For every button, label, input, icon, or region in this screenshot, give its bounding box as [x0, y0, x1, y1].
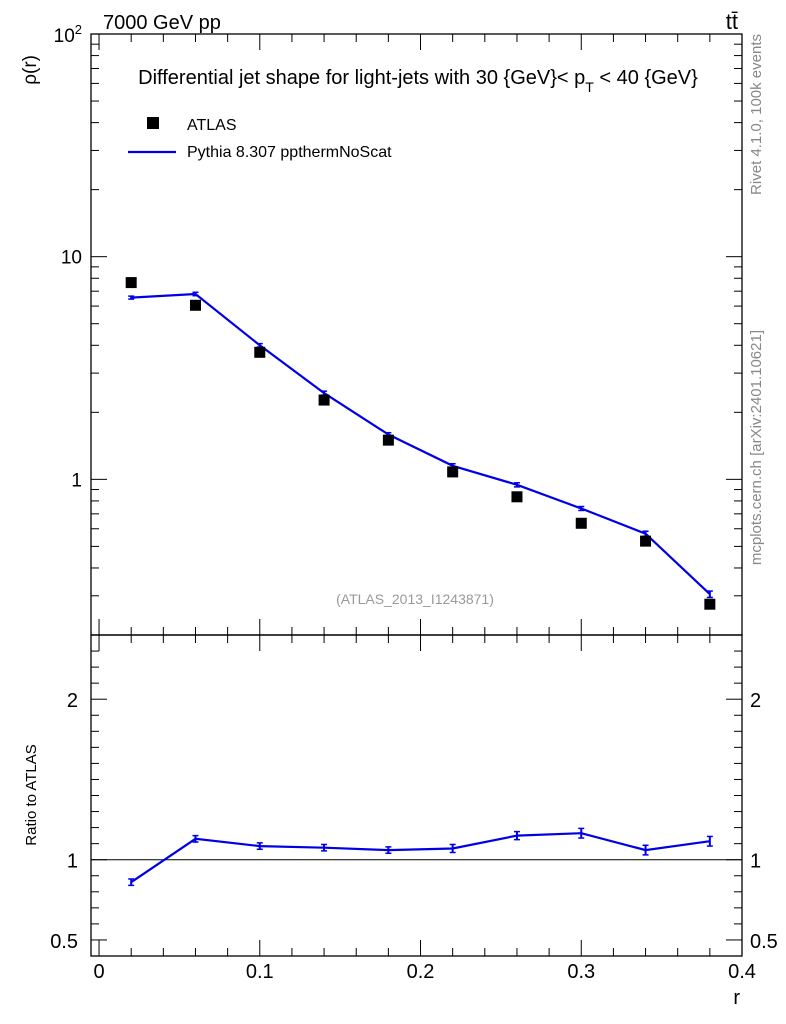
atlas-data-point: [189, 299, 201, 311]
ratio-y-tick-label-right: 2: [750, 690, 761, 712]
chart-title: Differential jet shape for light-jets wi…: [138, 67, 698, 95]
legend-pythia-label: Pythia 8.307 ppthermNoScat: [187, 144, 392, 161]
main-y-tick-label: 102: [54, 22, 82, 47]
atlas-data-point: [575, 517, 587, 529]
main-axis-ticks: 1 10 102: [54, 22, 743, 636]
atlas-data-point: [125, 277, 137, 289]
atlas-data-point: [318, 394, 330, 406]
mcplots-info-label: mcplots.cern.ch [arXiv:2401.10621]: [748, 330, 765, 565]
chart-title-tail: < 40 {GeV}: [594, 67, 698, 89]
x-axis-label: r: [733, 987, 740, 1009]
process-label: tt̄: [726, 9, 738, 34]
ratio-y-tick-label: 1: [67, 851, 78, 873]
ratio-panel-frame: [90, 634, 743, 957]
pythia-series-line: [131, 292, 711, 596]
ratio-axis-ticks: 0.5 0.5 1 1 2 2 0 0.1 0.2 0.3 0.4: [50, 634, 778, 983]
chart-title-main: Differential jet shape for light-jets wi…: [138, 67, 585, 89]
rivet-info-label: Rivet 4.1.0, 100k events: [748, 34, 765, 195]
x-tick-label: 0.2: [407, 961, 435, 983]
ratio-y-tick-label: 0.5: [50, 931, 78, 953]
atlas-data-point: [511, 491, 523, 503]
ratio-y-tick-label-right: 1: [750, 851, 761, 873]
ratio-y-tick-label: 2: [67, 690, 78, 712]
atlas-data-point: [382, 434, 394, 446]
x-tick-label: 0: [93, 961, 104, 983]
ratio-y-tick-label-right: 0.5: [750, 931, 778, 953]
x-tick-label: 0.1: [246, 961, 274, 983]
main-y-axis-label: ρ(r): [20, 55, 41, 85]
energy-label: 7000 GeV pp: [103, 12, 221, 34]
main-y-tick-label: 10: [61, 248, 82, 269]
main-plot-marks: [125, 277, 716, 610]
atlas-data-point: [447, 466, 459, 478]
ratio-y-axis-label: Ratio to ATLAS: [23, 744, 40, 845]
ratio-plot-marks: [91, 827, 742, 887]
analysis-watermark: (ATLAS_2013_I1243871): [336, 591, 494, 607]
ratio-series-line: [130, 832, 711, 884]
x-tick-label: 0.4: [728, 961, 756, 983]
atlas-data-point: [254, 346, 266, 358]
legend-atlas-marker: [147, 117, 159, 129]
chart-title-subscript: T: [585, 79, 594, 95]
x-tick-label: 0.3: [567, 961, 595, 983]
legend: ATLAS Pythia 8.307 ppthermNoScat: [128, 117, 392, 161]
atlas-data-point: [640, 535, 652, 547]
legend-atlas-label: ATLAS: [187, 117, 237, 134]
main-y-tick-label: 1: [71, 470, 82, 491]
atlas-data-point: [704, 598, 716, 610]
